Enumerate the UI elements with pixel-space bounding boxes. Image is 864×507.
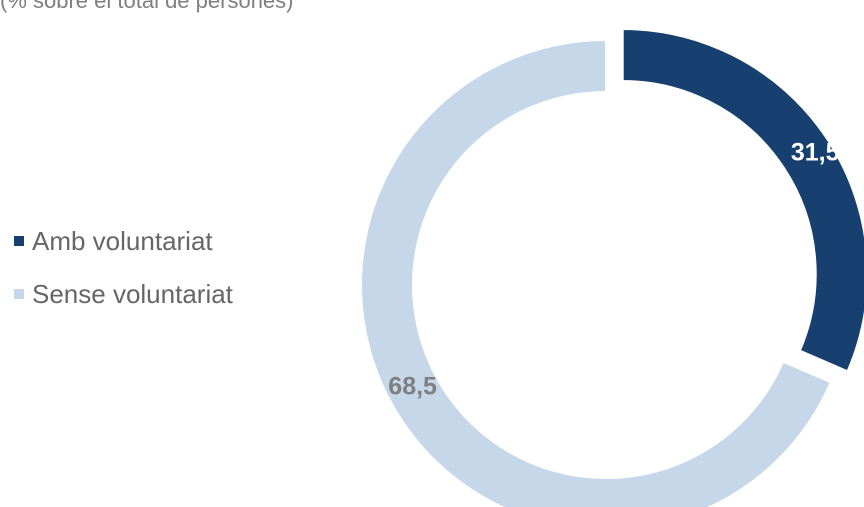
donut-slice-amb-voluntariat <box>621 28 864 373</box>
donut-slice-sense-voluntariat <box>360 38 833 507</box>
legend-swatch-amb-voluntariat <box>14 236 24 246</box>
legend: Amb voluntariat Sense voluntariat <box>14 222 233 313</box>
value-label-amb-voluntariat: 31,5 <box>791 138 840 166</box>
legend-label-sense-voluntariat: Sense voluntariat <box>32 278 233 309</box>
chart-caption: (% sobre el total de persones) <box>0 0 294 13</box>
donut-slices <box>360 28 864 507</box>
donut-value-labels: 31,5 68,5 <box>388 138 839 400</box>
legend-swatch-sense-voluntariat <box>14 289 24 299</box>
legend-item-amb-voluntariat: Amb voluntariat <box>14 222 233 260</box>
legend-item-sense-voluntariat: Sense voluntariat <box>14 275 233 313</box>
legend-label-amb-voluntariat: Amb voluntariat <box>32 225 213 256</box>
value-label-sense-voluntariat: 68,5 <box>388 372 437 400</box>
